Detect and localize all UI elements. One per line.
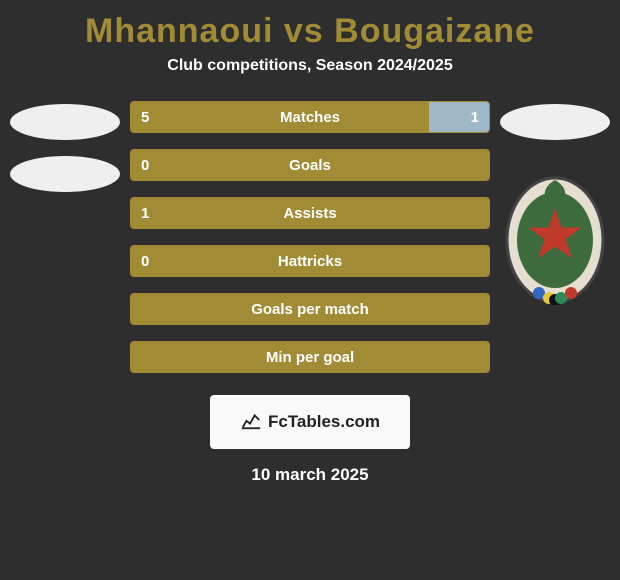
player1-badge-placeholder xyxy=(10,104,120,140)
comparison-panel: 5Matches10Goals1Assists0HattricksGoals p… xyxy=(0,101,620,373)
stat-bar-hattricks: 0Hattricks xyxy=(130,245,490,277)
stat-label: Matches xyxy=(131,102,489,132)
attribution-badge: FcTables.com xyxy=(210,395,410,449)
stat-bar-goals-per-match: Goals per match xyxy=(130,293,490,325)
page-subtitle: Club competitions, Season 2024/2025 xyxy=(0,57,620,75)
player1-badge-placeholder xyxy=(10,156,120,192)
player2-badge-placeholder xyxy=(500,104,610,140)
snapshot-date: 10 march 2025 xyxy=(0,465,620,485)
stat-bars: 5Matches10Goals1Assists0HattricksGoals p… xyxy=(130,101,490,373)
stat-bar-matches: 5Matches1 xyxy=(130,101,490,133)
stat-label: Hattricks xyxy=(131,246,489,276)
stat-label: Goals per match xyxy=(131,294,489,324)
page-title: Mhannaoui vs Bougaizane xyxy=(0,12,620,51)
left-player-col xyxy=(0,101,130,192)
attribution-icon xyxy=(240,409,262,436)
stat-right-value: 1 xyxy=(471,102,479,132)
stat-bar-assists: 1Assists xyxy=(130,197,490,229)
stat-label: Assists xyxy=(131,198,489,228)
attribution-text: FcTables.com xyxy=(268,412,380,432)
right-player-col xyxy=(490,101,620,305)
stat-label: Min per goal xyxy=(131,342,489,372)
stat-bar-min-per-goal: Min per goal xyxy=(130,341,490,373)
player2-club-crest xyxy=(505,175,605,305)
stat-label: Goals xyxy=(131,150,489,180)
stat-bar-goals: 0Goals xyxy=(130,149,490,181)
